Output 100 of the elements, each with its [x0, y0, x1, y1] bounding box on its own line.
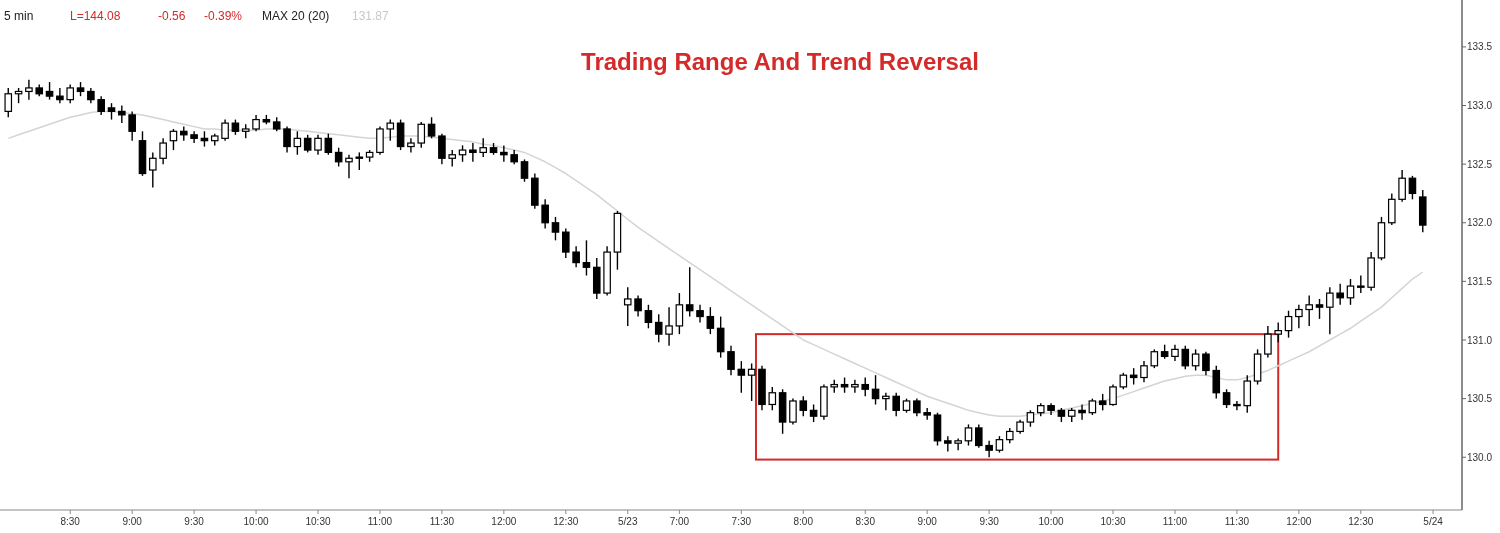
candlestick [716, 315, 725, 359]
candlestick [768, 386, 777, 412]
text: Trading Range And Trend Reversal [581, 48, 979, 75]
x-tick-label: 9:30 [979, 516, 1000, 527]
candlestick [623, 286, 632, 327]
x-tick-label: 7:30 [731, 516, 752, 527]
x-tick-label: 10:30 [1100, 516, 1126, 527]
candlestick [737, 360, 746, 394]
candlestick [97, 95, 105, 116]
y-tick-label: 133.0 [1467, 100, 1493, 112]
candlestick [634, 294, 642, 318]
x-tick-label: 9:00 [122, 516, 143, 527]
candlestick [1202, 351, 1210, 376]
candlestick [665, 306, 673, 347]
candlestick [283, 125, 291, 154]
candlestick [1150, 348, 1159, 369]
candlestick [1222, 388, 1231, 409]
candlestick [964, 423, 973, 447]
y-tick-label: 133.5 [1467, 41, 1493, 53]
candlestick [675, 292, 684, 335]
candlestick [149, 151, 157, 189]
candlestick [324, 132, 333, 156]
candlestick [851, 379, 859, 394]
candlestick [345, 154, 353, 179]
candlestick [4, 87, 13, 118]
annotation: -0.39% [204, 9, 243, 23]
x-tick-label: 11:30 [1224, 516, 1250, 527]
x-tick-label: 12:30 [553, 516, 579, 527]
candlestick [221, 118, 229, 142]
candlestick [500, 144, 508, 163]
candlestick [727, 345, 735, 376]
candlestick [25, 79, 33, 101]
candlestick [1387, 192, 1396, 226]
candlestick [572, 245, 580, 269]
candlestick [1109, 383, 1117, 407]
candlestick [1346, 278, 1355, 306]
candlestick [892, 392, 900, 417]
x-tick-label: 5/23 [618, 516, 638, 527]
x-tick-label: 8:30 [855, 516, 876, 527]
x-tick-label: 8:30 [60, 516, 81, 527]
x-tick-label: 5/24 [1423, 516, 1444, 527]
candlestick [1274, 321, 1283, 344]
candlestick [975, 423, 983, 449]
annotation: L=144.08 [70, 9, 121, 23]
candlestick [1408, 175, 1417, 201]
annotation: MAX 20 (20) [262, 9, 330, 23]
candlestick [1295, 304, 1303, 329]
candlestick [417, 121, 426, 149]
annotation: 5 min [4, 9, 34, 23]
y-tick-label: 130.0 [1467, 451, 1493, 463]
x-tick-label: 8:00 [793, 516, 814, 527]
y-tick-label: 130.5 [1467, 393, 1493, 405]
x-tick-label: 11:00 [367, 516, 393, 527]
candlestick [293, 130, 302, 156]
candlestick [1181, 345, 1190, 371]
candlestick [541, 198, 549, 230]
candlestick [582, 239, 591, 277]
candlestick [799, 395, 808, 417]
candlestick [1315, 298, 1324, 320]
candlestick [159, 137, 167, 165]
candlestick [1284, 309, 1293, 339]
candlestick [685, 266, 694, 318]
x-tick-label: 11:30 [429, 516, 455, 527]
candlestick [562, 227, 570, 259]
x-tick-label: 9:00 [917, 516, 938, 527]
candlestick [314, 134, 322, 156]
candlestick [56, 87, 64, 104]
candlestick [1336, 283, 1344, 306]
y-tick-label: 131.0 [1467, 334, 1493, 346]
candlestick [1212, 365, 1221, 400]
candlestick [923, 407, 931, 421]
candlestick [334, 147, 343, 168]
y-tick-label: 131.5 [1467, 275, 1493, 287]
candlestick [1233, 400, 1241, 412]
candlestick [1140, 360, 1148, 383]
y-tick-label: 132.5 [1467, 158, 1493, 170]
x-tick-label: 12:00 [1286, 516, 1312, 527]
candlestick [1326, 286, 1334, 335]
x-tick-label: 10:00 [243, 516, 269, 527]
candlestick [1191, 348, 1200, 372]
candlestick [376, 125, 384, 156]
annotation: -0.56 [158, 9, 186, 23]
candlestick [747, 362, 756, 402]
candlestick [954, 437, 962, 451]
candlestick [789, 397, 797, 426]
candlestick [396, 118, 405, 151]
y-tick-label: 132.0 [1467, 217, 1493, 229]
candlestick [1357, 274, 1365, 294]
candlestick [386, 118, 395, 142]
x-tick-label: 9:30 [184, 516, 205, 527]
candlestick [438, 132, 446, 165]
candlestick [520, 158, 529, 183]
candlestick [479, 137, 487, 158]
candlestick [1398, 169, 1406, 203]
candlestick [1078, 403, 1086, 421]
x-tick-label: 12:00 [491, 516, 517, 527]
candlestick [118, 104, 126, 124]
x-tick-label: 10:30 [305, 516, 331, 527]
candlestick [882, 392, 890, 412]
x-tick-label: 12:30 [1348, 516, 1374, 527]
